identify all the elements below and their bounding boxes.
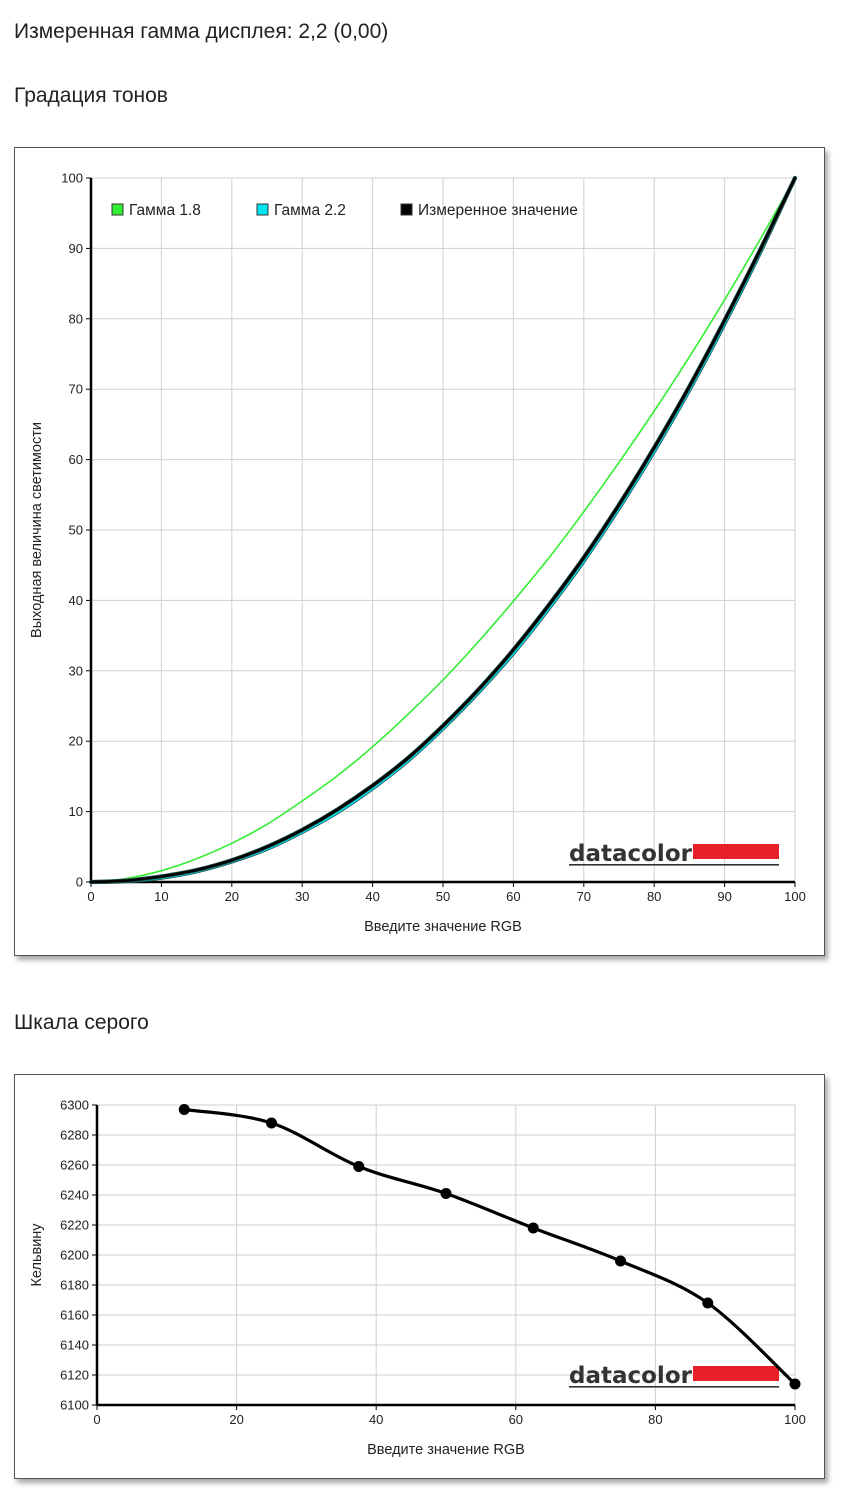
y-tick-label: 90 [69,241,83,256]
data-point [702,1297,714,1309]
y-tick-label: 6100 [60,1398,89,1413]
data-point [789,1378,801,1390]
series-0 [178,1104,801,1390]
legend-swatch [400,203,413,216]
datacolor-logo-underline [569,1386,779,1388]
y-tick-label: 6300 [60,1098,89,1113]
series-line [90,177,796,883]
legend-label: Измеренное значение [418,202,578,219]
y-tick-label: 6200 [60,1248,89,1263]
x-tick-label: 90 [717,889,731,904]
legend-label: Гамма 2.2 [274,202,346,219]
y-tick-label: 30 [69,663,83,678]
y-tick-label: 60 [69,452,83,467]
legend-swatch [256,203,269,216]
datacolor-logo: datacolor [569,1363,779,1389]
x-tick-label: 20 [225,889,239,904]
y-tick-label: 6120 [60,1368,89,1383]
x-axis-title: Введите значение RGB [367,1442,525,1458]
y-tick-label: 6240 [60,1188,89,1203]
y-tick-label: 40 [69,593,83,608]
y-tick-label: 80 [69,311,83,326]
x-tick-label: 100 [784,889,806,904]
x-tick-label: 80 [648,1412,662,1427]
y-tick-label: 0 [76,875,83,890]
x-tick-label: 50 [436,889,450,904]
x-tick-label: 80 [647,889,661,904]
y-tick-label: 6280 [60,1128,89,1143]
legend-swatch [111,203,124,216]
legend: Гамма 1.8 Гамма 2.2 Измеренное значение [111,202,578,219]
legend-label: Гамма 1.8 [129,202,201,219]
y-tick-label: 100 [61,171,83,186]
data-point [440,1188,452,1199]
datacolor-logo-bar [693,844,779,859]
x-tick-label: 10 [154,889,168,904]
series-0 [90,177,796,883]
y-axis-title: Кельвину [29,1223,45,1287]
y-tick-label: 6180 [60,1278,89,1293]
y-tick-label: 20 [69,734,83,749]
y-tick-label: 6140 [60,1338,89,1353]
gray-chart-panel: 0 20 40 60 80 100 6100 6120 6140 6160 6180 6200 6220… [14,1074,825,1479]
gray-chart: 0 20 40 60 80 100 6100 6120 6140 6160 6180 6200 6220… [29,1098,806,1459]
x-tick-label: 60 [509,1412,523,1427]
x-tick-label: 40 [369,1412,383,1427]
series-line [89,176,797,884]
gray-section-title: Шкала серого [14,1011,149,1034]
y-tick-label: 70 [69,382,83,397]
y-tick-label: 10 [69,804,83,819]
data-point [266,1117,277,1129]
x-axis-title: Введите значение RGB [364,919,522,935]
data-point [615,1255,626,1267]
y-tick-label: 50 [69,523,83,538]
tone-section-title: Градация тонов [14,84,168,107]
datacolor-logo-bar [693,1366,779,1381]
grid-lines [96,1104,796,1406]
tone-chart-panel: 0 10 20 30 40 50 60 70 80 90 100 0 10 20 30 40 50 60 70 80 9… [14,147,825,956]
grid-lines [90,177,796,883]
x-tick-label: 70 [577,889,591,904]
x-tick-label: 0 [93,1412,100,1427]
x-tick-label: 40 [365,889,379,904]
x-tick-label: 0 [87,889,94,904]
data-point [353,1161,365,1172]
x-tick-label: 60 [506,889,520,904]
datacolor-logo-underline [569,864,779,866]
datacolor-logo-text: datacolor [569,841,693,867]
tone-chart: 0 10 20 30 40 50 60 70 80 90 100 0 10 20 30 40 50 60 70 80 9… [29,171,806,936]
datacolor-logo: datacolor [569,841,779,867]
y-tick-label: 6260 [60,1158,89,1173]
x-tick-label: 20 [229,1412,243,1427]
series-line [182,1107,797,1386]
y-tick-label: 6220 [60,1218,89,1233]
data-point [178,1104,190,1115]
y-tick-label: 6160 [60,1308,89,1323]
data-point [527,1222,539,1234]
datacolor-logo-text: datacolor [569,1363,693,1389]
gamma-summary: Измеренная гамма дисплея: 2,2 (0,00) [14,20,389,43]
x-tick-label: 100 [784,1412,806,1427]
x-tick-label: 30 [295,889,309,904]
series-2 [88,175,798,885]
y-axis-title: Выходная величина светимости [29,422,45,638]
